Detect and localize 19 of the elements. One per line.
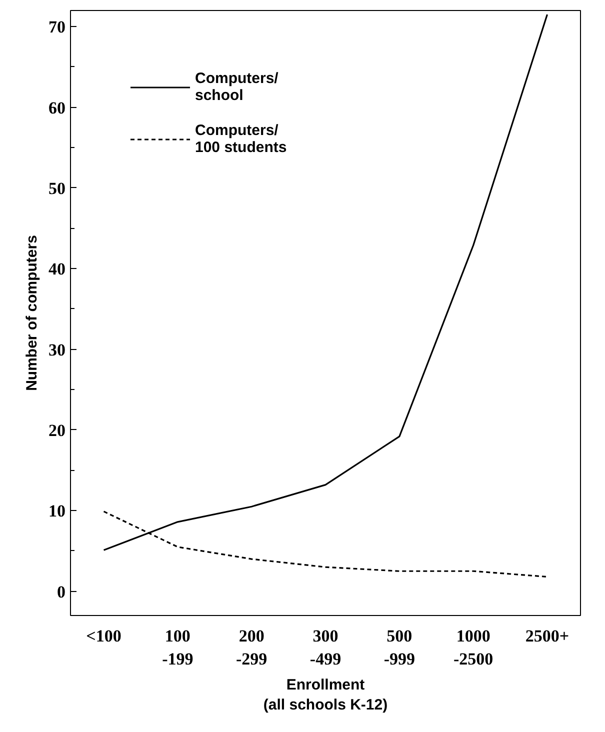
legend-label: Computers/ 100 students <box>195 122 287 156</box>
y-tick-label: 30 <box>48 340 66 360</box>
x-tick-label: 1000 -2500 <box>453 626 494 668</box>
y-tick-label: 10 <box>48 502 66 521</box>
y-tick-label: 0 <box>57 582 66 602</box>
x-tick-label: 100 -199 <box>162 626 194 668</box>
x-tick-label: 300 -499 <box>310 626 342 668</box>
y-tick-label: 40 <box>48 260 66 279</box>
x-tick-label: <100 <box>86 626 122 646</box>
legend-label: Computers/ school <box>195 70 278 104</box>
x-tick-label: 2500+ <box>525 626 570 646</box>
y-tick-label: 20 <box>48 420 66 440</box>
x-tick-label: 500 -999 <box>384 626 416 668</box>
x-axis-title: Enrollment (all schools K-12) <box>263 676 388 714</box>
y-tick-label: 50 <box>48 178 66 198</box>
y-tick-label: 70 <box>48 18 66 37</box>
x-tick-label: 200 -299 <box>236 626 268 668</box>
y-axis-title: Number of computers <box>24 235 40 391</box>
y-tick-label: 60 <box>48 98 66 118</box>
